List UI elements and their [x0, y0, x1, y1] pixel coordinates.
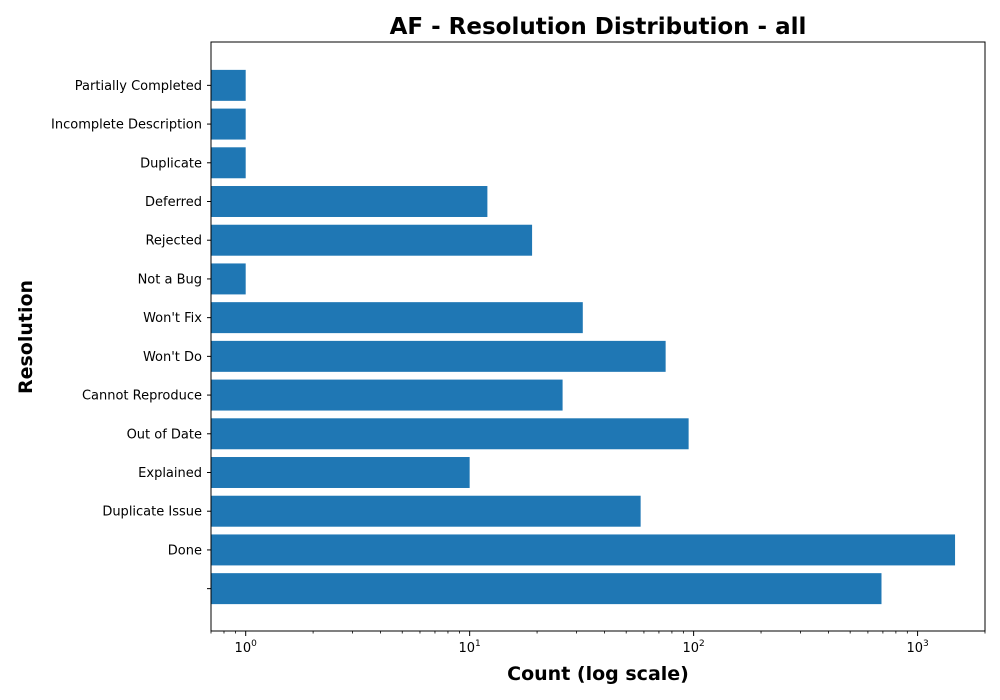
y-tick-label-7: Won't Fix: [143, 311, 202, 326]
y-tick-label-1: Done: [168, 543, 202, 558]
y-tick-label-10: Deferred: [145, 195, 202, 210]
bar-1: [211, 534, 956, 566]
bar-10: [211, 186, 488, 217]
bar-13: [211, 69, 246, 101]
y-axis-title: Resolution: [15, 280, 37, 394]
bar-2: [211, 495, 641, 527]
x-axis-title: Count (log scale): [507, 663, 689, 685]
y-tick-label-8: Not a Bug: [138, 272, 202, 287]
bar-6: [211, 340, 666, 372]
bar-5: [211, 379, 563, 411]
y-tick-label-12: Incomplete Description: [51, 118, 202, 133]
x-tick-label-3: 103: [906, 639, 928, 656]
x-tick-label-0: 100: [235, 639, 258, 656]
bar-8: [211, 263, 246, 295]
x-axis: 100 101 102 103: [210, 631, 986, 656]
y-axis: Done Duplicate Issue Explained Out of Date C…: [51, 79, 211, 590]
bar-7: [211, 302, 583, 334]
y-tick-label-11: Duplicate: [140, 156, 202, 171]
chart-title: AF - Resolution Distribution - all: [390, 14, 807, 40]
bar-12: [211, 108, 246, 140]
x-tick-label-2: 102: [682, 639, 704, 656]
bar-0: [211, 573, 882, 605]
plot-frame: [210, 41, 986, 632]
y-tick-label-2: Duplicate Issue: [102, 505, 202, 520]
y-tick-label-13: Partially Completed: [75, 79, 202, 94]
y-tick-label-4: Out of Date: [127, 427, 202, 442]
bars-group: [211, 69, 956, 605]
bar-3: [211, 457, 470, 488]
y-tick-label-9: Rejected: [145, 234, 202, 249]
bar-11: [211, 147, 246, 179]
bar-9: [211, 224, 533, 256]
bar-4: [211, 418, 689, 450]
x-tick-label-1: 101: [459, 639, 481, 656]
y-tick-label-6: Won't Do: [143, 350, 202, 365]
y-tick-label-3: Explained: [138, 466, 202, 481]
y-tick-label-5: Cannot Reproduce: [82, 389, 202, 404]
